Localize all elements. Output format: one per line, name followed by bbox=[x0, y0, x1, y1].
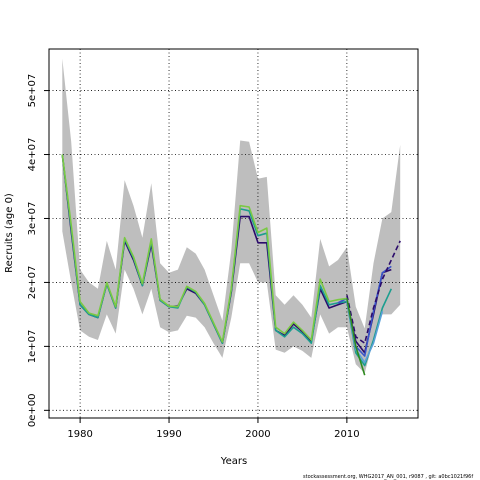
footer-credit: stockassessment.org, WHG2017_AN_001, r90… bbox=[303, 474, 474, 480]
y-axis-title: Recruits (age 0) bbox=[4, 193, 15, 273]
x-axis-title: Years bbox=[220, 456, 247, 467]
x-tick-label: 2000 bbox=[245, 429, 270, 440]
series-line-7 bbox=[346, 298, 366, 376]
x-tick-label: 1980 bbox=[67, 429, 92, 440]
series-line-5 bbox=[346, 240, 401, 345]
y-tick-label: 3e+07 bbox=[27, 202, 38, 236]
confidence-band-layer bbox=[62, 58, 401, 374]
x-tick-label: 1990 bbox=[156, 429, 181, 440]
series-layer bbox=[61, 154, 401, 376]
y-tick-label: 4e+07 bbox=[27, 138, 38, 172]
x-tick-label: 2010 bbox=[334, 429, 359, 440]
y-tick-label: 1e+07 bbox=[27, 330, 38, 364]
axis-layer: 1980 1990 2000 2010 0e+00 1e+07 2e+07 3e+07 4e+0… bbox=[27, 74, 360, 440]
series-line-6 bbox=[61, 154, 348, 343]
confidence-band bbox=[62, 58, 401, 374]
plot-frame bbox=[48, 48, 419, 419]
y-tick-label: 5e+07 bbox=[27, 74, 38, 108]
y-tick-label: 0e+00 bbox=[27, 393, 38, 427]
y-tick-label: 2e+07 bbox=[27, 266, 38, 300]
